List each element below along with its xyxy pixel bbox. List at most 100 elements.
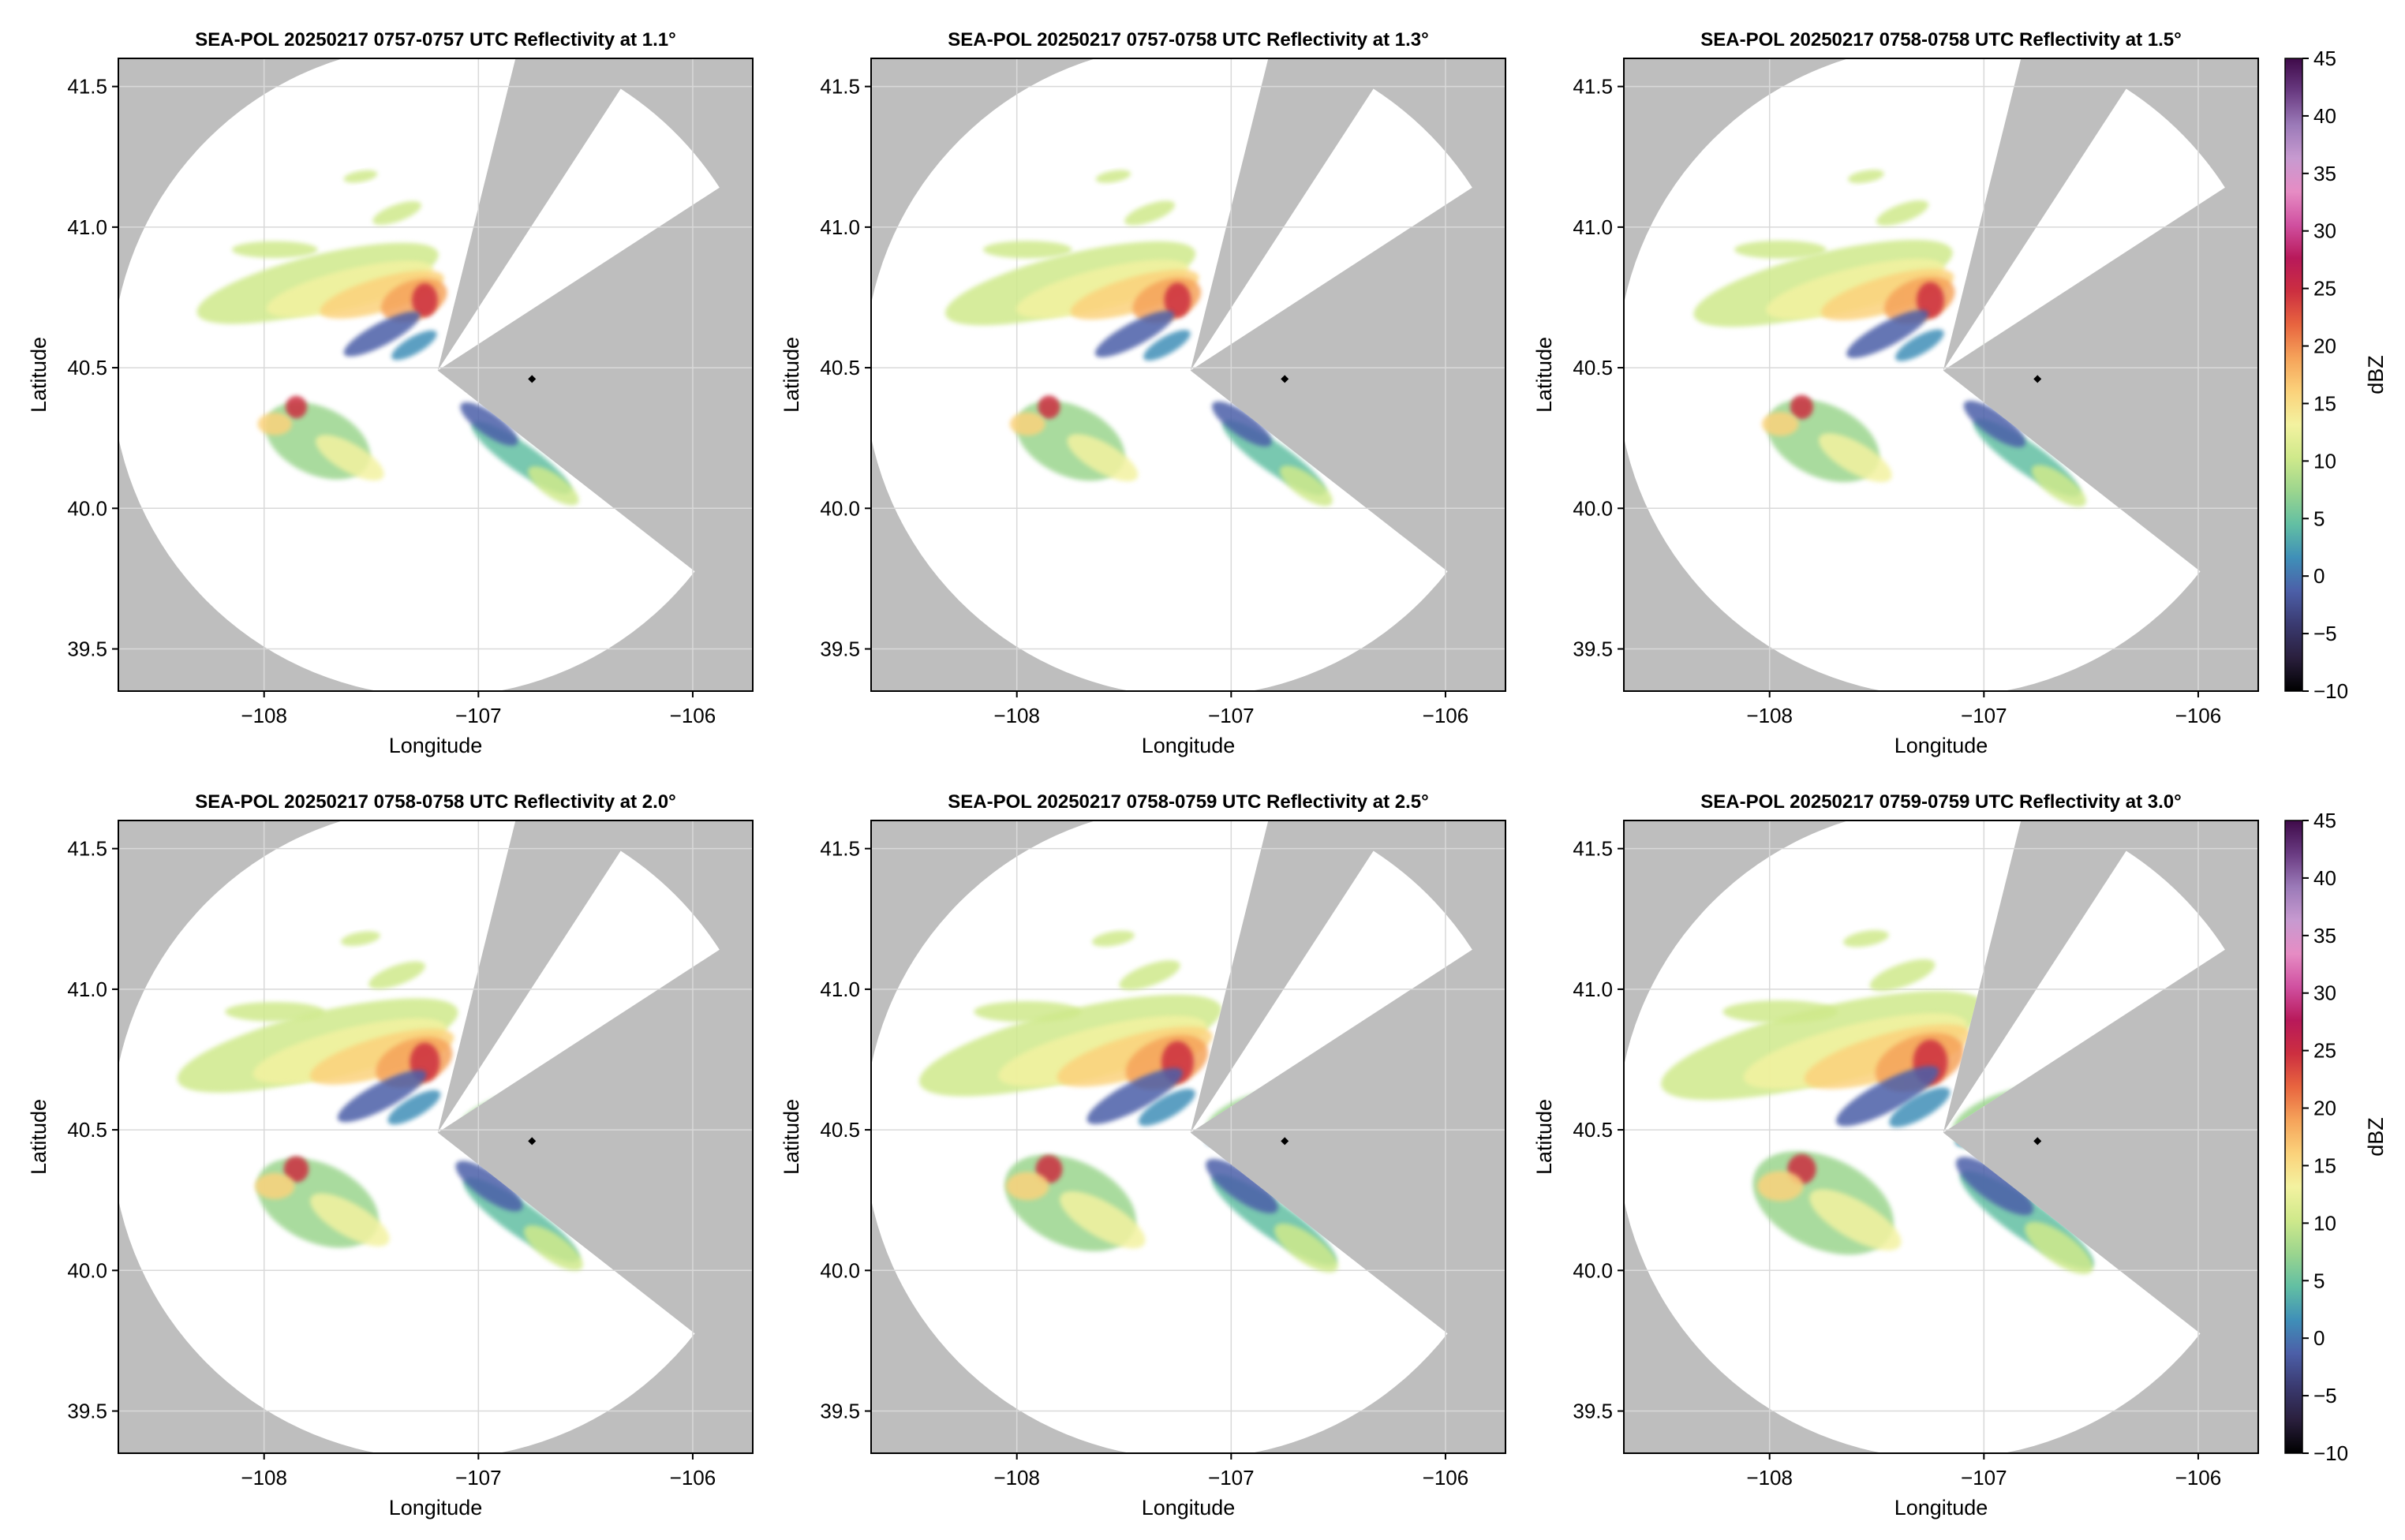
- echo-cell: [1846, 309, 1929, 358]
- colorbar-gradient: [2285, 58, 2302, 691]
- y-tick-label: 41.5: [820, 837, 860, 861]
- radar-scan-area: [1624, 58, 2225, 691]
- x-axis-label: Longitude: [1894, 734, 1988, 757]
- colorbar-tick-label: 5: [2313, 1269, 2325, 1292]
- echo-cell: [2031, 465, 2086, 507]
- y-axis-label: Latitude: [780, 1099, 803, 1175]
- y-tick-label: 39.5: [820, 637, 860, 661]
- echo-cell: [1280, 465, 1333, 506]
- echo-cell: [1734, 240, 1827, 259]
- site-marker: [2033, 1137, 2042, 1146]
- x-tick-label: −108: [993, 1466, 1040, 1490]
- colorbar: 45 40 35 30 25 20 15 10 5 0 −5 −10 dBZ: [2284, 47, 2388, 703]
- y-tick-label: 40.5: [1573, 356, 1613, 379]
- echo-cell: [1164, 282, 1191, 318]
- echo-cell: [343, 311, 421, 357]
- x-tick-label: −107: [1961, 1466, 2007, 1490]
- colorbar-tick-label: 40: [2313, 866, 2336, 890]
- colorbar-tick-label: 25: [2313, 277, 2336, 301]
- x-tick-label: −106: [2175, 704, 2222, 727]
- x-tick-label: −108: [241, 704, 287, 727]
- y-tick-label: 40.0: [820, 1258, 860, 1282]
- echo-cell: [974, 1000, 1082, 1022]
- panels-layer: −108 −107 −106 41.5 41.0 40.5 40.0 39.5 SEA-POL …: [27, 29, 2259, 1519]
- y-tick-label: 41.5: [820, 75, 860, 99]
- echo-cell: [1843, 930, 1889, 948]
- panel-title: SEA-POL 20250217 0758-0758 UTC Reflectiv…: [1700, 29, 2181, 50]
- echo-cell: [1060, 1191, 1146, 1249]
- x-tick-label: −107: [1208, 1466, 1255, 1490]
- echo-cell: [1916, 282, 1944, 319]
- echo-cell: [1274, 1223, 1338, 1273]
- echo-cell: [1092, 930, 1135, 947]
- echo-cell: [1761, 412, 1799, 436]
- colorbar-tick-label: −5: [2313, 622, 2337, 645]
- x-axis-label: Longitude: [1894, 1496, 1988, 1519]
- colorbar-tick-label: 40: [2313, 104, 2336, 128]
- y-axis-label: Latitude: [1532, 337, 1556, 413]
- x-tick-label: −107: [1208, 704, 1255, 727]
- echo-cell: [1722, 1000, 1838, 1023]
- echo-cell: [1869, 959, 1936, 992]
- y-tick-label: 40.0: [67, 1258, 107, 1282]
- plot-frame: [1623, 820, 2259, 1454]
- echo-cell: [1124, 200, 1176, 226]
- radar-scan-area: [1624, 820, 2225, 1453]
- site-marker: [1281, 375, 1289, 383]
- y-tick-label: 39.5: [67, 637, 107, 661]
- panel-6: −108 −107 −106 41.5 41.0 40.5 40.0 39.5 SEA-POL …: [1532, 791, 2259, 1519]
- colorbar-tick-label: 0: [2313, 1326, 2325, 1350]
- plot-frame: [118, 820, 754, 1454]
- y-axis-label: Latitude: [27, 1099, 50, 1175]
- panel-title: SEA-POL 20250217 0757-0758 UTC Reflectiv…: [948, 29, 1428, 50]
- plot-frame: [870, 58, 1506, 692]
- echo-cell: [1206, 1158, 1278, 1213]
- colorbar-tick-label: 20: [2313, 1097, 2336, 1120]
- colorbars-layer: 45 40 35 30 25 20 15 10 5 0 −5 −10 dBZ 45 40 35 30 25 20 15…: [2284, 47, 2388, 1465]
- colorbar-gradient: [2285, 820, 2302, 1453]
- echo-cell: [391, 330, 437, 361]
- y-tick-label: 41.0: [820, 977, 860, 1001]
- y-tick-label: 41.0: [820, 215, 860, 239]
- echo-cell: [523, 1225, 583, 1271]
- echo-cell: [1876, 200, 1929, 226]
- colorbar-tick-label: 35: [2313, 162, 2336, 185]
- y-axis-label: Latitude: [27, 337, 50, 413]
- echo-cell: [310, 1193, 390, 1247]
- panel-5: −108 −107 −106 41.5 41.0 40.5 40.0 39.5 SEA-POL …: [780, 791, 1506, 1519]
- echo-cell: [1095, 170, 1131, 183]
- y-tick-label: 41.5: [1573, 837, 1613, 861]
- x-tick-label: −106: [1423, 1466, 1469, 1490]
- y-axis-label: Latitude: [1532, 1099, 1556, 1175]
- echo-cell: [528, 466, 579, 506]
- echo-cell: [343, 170, 378, 183]
- echo-cell: [255, 1172, 295, 1199]
- y-tick-label: 39.5: [1573, 637, 1613, 661]
- echo-cell: [1143, 330, 1191, 361]
- x-tick-label: −108: [241, 1466, 287, 1490]
- panel-2: −108 −107 −106 41.5 41.0 40.5 40.0 39.5 SEA-POL …: [780, 29, 1506, 757]
- echo-cell: [1087, 1067, 1183, 1124]
- x-tick-label: −106: [1423, 704, 1469, 727]
- x-tick-label: −108: [993, 704, 1040, 727]
- y-tick-label: 40.5: [67, 356, 107, 379]
- plot-frame: [118, 58, 754, 692]
- colorbar-tick-label: 15: [2313, 1153, 2336, 1177]
- panel-title: SEA-POL 20250217 0757-0757 UTC Reflectiv…: [195, 29, 675, 50]
- x-tick-label: −107: [455, 1466, 502, 1490]
- echo-cell: [1212, 401, 1272, 447]
- colorbar-tick-label: 0: [2313, 564, 2325, 588]
- y-tick-label: 41.5: [1573, 75, 1613, 99]
- echo-cell: [412, 283, 438, 317]
- x-axis-label: Longitude: [1142, 1496, 1236, 1519]
- site-marker: [528, 1137, 537, 1146]
- echo-cell: [285, 395, 308, 419]
- x-tick-label: −107: [455, 704, 502, 727]
- colorbar-tick-label: −5: [2313, 1384, 2337, 1407]
- panel-title: SEA-POL 20250217 0758-0759 UTC Reflectiv…: [948, 791, 1428, 813]
- echo-cell: [283, 1156, 309, 1183]
- echo-cell: [337, 1070, 427, 1123]
- echo-cell: [387, 1090, 441, 1125]
- echo-cell: [1955, 1157, 2033, 1216]
- y-tick-label: 40.0: [820, 496, 860, 520]
